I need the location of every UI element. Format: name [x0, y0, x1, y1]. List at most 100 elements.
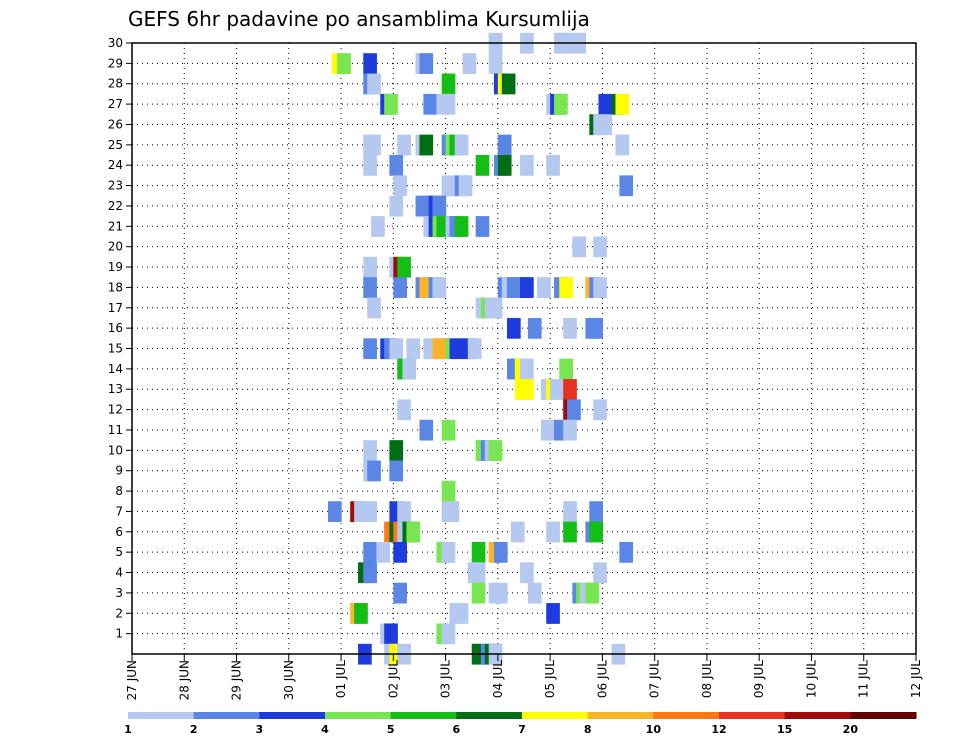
heatmap-cell	[520, 379, 534, 400]
y-tick-label: 24	[108, 158, 123, 172]
heatmap-cell	[419, 419, 434, 441]
heatmap-cell	[363, 338, 377, 360]
heatmap-cell	[559, 277, 573, 298]
legend-color-swatch	[587, 712, 654, 719]
legend-label: 20	[843, 723, 859, 736]
x-tick-label: 28 JUN	[177, 660, 191, 700]
heatmap-cell	[384, 623, 398, 645]
x-tick-label: 04 JUL	[491, 660, 505, 698]
heatmap-cell	[363, 501, 377, 523]
heatmap-cell	[520, 562, 534, 584]
heatmap-cell	[363, 440, 377, 461]
legend-color-swatch	[325, 712, 392, 719]
heatmap-cell	[445, 501, 460, 523]
x-tick-label: 27 JUN	[125, 660, 139, 700]
heatmap-cell	[376, 541, 391, 563]
heatmap-cell	[593, 277, 607, 298]
legend-color-swatch	[193, 712, 260, 719]
y-tick-label: 18	[108, 280, 123, 294]
x-tick-label: 11 JUL	[857, 660, 871, 698]
heatmap-cell	[540, 419, 555, 441]
heatmap-cell	[432, 338, 447, 360]
heatmap-cell	[488, 297, 503, 319]
y-tick-label: 25	[108, 138, 123, 152]
heatmap-cell	[367, 134, 381, 156]
heatmap-cell	[520, 155, 534, 176]
heatmap-cell	[406, 521, 421, 543]
legend-label: 3	[256, 723, 264, 736]
heatmap-cell	[563, 419, 577, 441]
heatmap-cell	[497, 155, 512, 176]
heatmap-cell	[441, 480, 456, 502]
legend-color-swatch	[259, 712, 326, 719]
y-tick-label: 20	[108, 240, 123, 254]
heatmap-cell	[546, 603, 560, 624]
legend-color-swatch	[390, 712, 457, 719]
y-tick-label: 13	[108, 382, 123, 396]
heatmap-cell	[363, 155, 377, 176]
legend-label: 6	[453, 723, 461, 736]
heatmap-cell	[475, 216, 490, 237]
heatmap-cell	[397, 501, 411, 523]
heatmap-cells	[328, 32, 634, 665]
x-tick-label: 01 JUL	[334, 660, 348, 698]
heatmap-cell	[563, 379, 577, 400]
heatmap-cell	[589, 521, 603, 543]
heatmap-cell	[563, 317, 577, 339]
y-tick-label: 23	[108, 179, 123, 193]
x-tick-label: 03 JUL	[439, 660, 453, 698]
legend-label: 1	[124, 723, 132, 736]
heatmap-cell	[501, 73, 516, 95]
heatmap-cell	[546, 521, 560, 543]
x-tick-label: 07 JUL	[648, 660, 662, 698]
heatmap-cell	[363, 256, 377, 278]
y-tick-label: 21	[108, 219, 123, 233]
heatmap-cell	[454, 603, 469, 624]
heatmap-cell	[441, 175, 456, 197]
heatmap-cell	[510, 521, 525, 543]
heatmap-cell	[615, 93, 630, 115]
heatmap-cell	[598, 114, 613, 136]
grid-lines	[132, 43, 916, 654]
heatmap-cell	[520, 277, 534, 298]
heatmap-cell	[441, 623, 456, 645]
heatmap-cell	[589, 501, 603, 523]
heatmap-cell	[397, 399, 411, 421]
heatmap-cell	[563, 521, 577, 543]
heatmap-cell	[393, 582, 407, 604]
heatmap-cell	[363, 541, 377, 563]
x-tick-label: 10 JUL	[804, 660, 818, 698]
y-tick-label: 27	[108, 97, 123, 111]
heatmap-cell	[393, 175, 407, 197]
heatmap-cell	[432, 277, 447, 298]
y-tick-label: 22	[108, 199, 123, 213]
legend-color-swatch	[653, 712, 720, 719]
legend-color-swatch	[456, 712, 523, 719]
y-tick-label: 9	[115, 464, 123, 478]
heatmap-cell	[397, 256, 411, 278]
heatmap-cell	[585, 582, 600, 604]
heatmap-cell	[363, 277, 377, 298]
heatmap-cell	[384, 93, 398, 115]
heatmap-cell	[367, 297, 381, 319]
y-tick-label: 28	[108, 77, 123, 91]
heatmap-cell	[475, 155, 490, 176]
x-tick-label: 30 JUN	[282, 660, 296, 700]
legend-color-swatch	[128, 712, 195, 719]
heatmap-cell	[546, 155, 560, 176]
heatmap-cell	[537, 277, 551, 298]
heatmap-cell	[454, 216, 469, 237]
heatmap-cell	[572, 236, 587, 258]
legend-label: 4	[321, 723, 329, 736]
heatmap-cell	[488, 440, 503, 461]
heatmap-cell	[619, 541, 634, 563]
y-tick-label: 8	[115, 484, 123, 498]
legend-label: 12	[711, 723, 726, 736]
x-tick-label: 12 JUL	[909, 660, 923, 698]
y-tick-label: 2	[115, 606, 123, 620]
heatmap-cell	[393, 277, 407, 298]
legend-label: 8	[584, 723, 592, 736]
heatmap-cell	[593, 562, 607, 584]
heatmap-cell	[563, 501, 577, 523]
legend-color-swatch	[784, 712, 851, 719]
